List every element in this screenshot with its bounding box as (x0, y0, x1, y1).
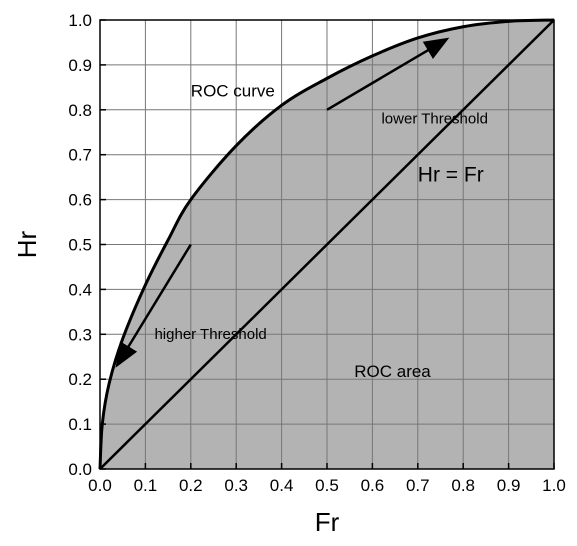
x-tick-label: 0.4 (270, 476, 294, 495)
y-tick-label: 0.4 (68, 280, 92, 299)
x-tick-label: 0.9 (497, 476, 521, 495)
y-tick-label: 0.6 (68, 191, 92, 210)
lower-threshold-arrow (326, 37, 450, 111)
y-tick-label: 0.3 (68, 325, 92, 344)
x-tick-label: 0.2 (179, 476, 203, 495)
x-tick-label: 1.0 (542, 476, 566, 495)
y-tick-label: 0.5 (68, 236, 92, 255)
annotation-label: higher Threshold (154, 326, 266, 343)
x-tick-label: 0.0 (88, 476, 112, 495)
higher-threshold-arrow (115, 243, 192, 368)
x-tick-label: 0.3 (224, 476, 248, 495)
y-tick-label: 0.1 (68, 415, 92, 434)
y-tick-label: 0.9 (68, 56, 92, 75)
annotation-label: ROC area (354, 362, 431, 381)
roc-curve-line (98, 18, 555, 470)
x-tick-label: 0.6 (361, 476, 385, 495)
x-tick-label: 0.7 (406, 476, 430, 495)
y-tick-label: 0.0 (68, 460, 92, 479)
x-tick-label: 0.5 (315, 476, 339, 495)
y-tick-label: 0.2 (68, 370, 92, 389)
annotation-label: lower Threshold (381, 110, 487, 127)
y-tick-label: 1.0 (68, 11, 92, 30)
x-tick-label: 0.1 (134, 476, 158, 495)
annotation-label: ROC curve (191, 81, 275, 100)
diagonal-line (99, 19, 555, 470)
y-tick-label: 0.7 (68, 146, 92, 165)
y-tick-label: 0.8 (68, 101, 92, 120)
annotation-label: Hr = Fr (418, 164, 484, 187)
y-axis-label: Hr (12, 230, 42, 258)
x-tick-label: 0.8 (451, 476, 475, 495)
x-axis-label: Fr (315, 507, 340, 537)
